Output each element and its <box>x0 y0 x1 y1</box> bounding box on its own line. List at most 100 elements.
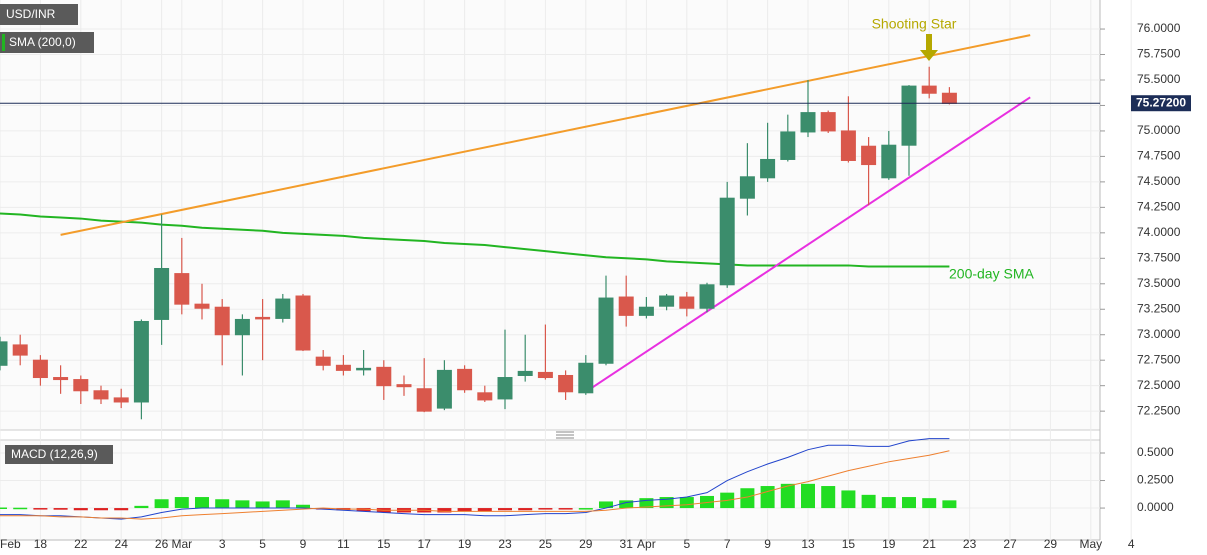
histogram-bar <box>780 483 795 509</box>
candle-body <box>477 392 493 401</box>
histogram-bar <box>498 508 512 511</box>
y-tick-label: 75.0000 <box>1137 123 1181 137</box>
y-tick-label: 0.5000 <box>1137 445 1174 459</box>
y-tick-label: 73.7500 <box>1137 250 1181 264</box>
histogram-bar <box>296 504 310 509</box>
y-tick-label: 72.5000 <box>1137 378 1181 392</box>
candle-body <box>93 390 109 400</box>
histogram-bar <box>174 497 189 509</box>
x-tick-label: 7 <box>724 537 731 551</box>
candle-body <box>739 176 755 199</box>
histogram-bar <box>639 498 654 509</box>
annotation: 200-day SMA <box>949 266 1034 282</box>
candle-body <box>840 130 856 161</box>
histogram-bar <box>902 497 916 509</box>
y-tick-label: 73.0000 <box>1137 327 1181 341</box>
candle-body <box>638 306 654 316</box>
candle-body <box>679 296 695 309</box>
candle-body <box>174 273 190 305</box>
macd-line <box>0 450 950 520</box>
candle-body <box>0 341 8 366</box>
y-tick-label: 74.5000 <box>1137 174 1181 188</box>
candle-body <box>901 85 917 146</box>
x-tick-label: May <box>1079 537 1102 551</box>
candle-body <box>32 359 48 379</box>
histogram-bar <box>477 508 492 512</box>
histogram-bar <box>0 507 7 510</box>
y-tick-label: 75.7500 <box>1137 47 1181 61</box>
x-tick-label: 27 <box>1003 537 1017 551</box>
histogram-bar <box>235 500 250 509</box>
histogram-bar <box>114 508 129 511</box>
x-tick-label: 26 <box>155 537 169 551</box>
grid <box>0 0 1132 540</box>
x-tick-label: 23 <box>498 537 512 551</box>
y-tick-label: 74.0000 <box>1137 225 1181 239</box>
x-tick-label: 24 <box>115 537 129 551</box>
candle-body <box>315 356 331 366</box>
y-tick-label: 0.2500 <box>1137 473 1174 487</box>
candle-body <box>416 388 432 412</box>
histogram-bar <box>558 508 573 510</box>
histogram-bar <box>619 500 634 509</box>
x-tick-label: Mar <box>171 537 192 551</box>
price-panel <box>0 0 1100 430</box>
candle-body <box>154 267 170 320</box>
candle-body <box>760 158 776 179</box>
candle-body <box>537 371 553 379</box>
histogram-bar <box>195 497 209 509</box>
y-tick-label: 74.2500 <box>1137 200 1181 214</box>
histogram-bar <box>599 501 613 509</box>
histogram-bar <box>578 508 593 510</box>
histogram-bar <box>13 507 28 510</box>
candle-body <box>356 367 372 371</box>
y-tick-label: 74.7500 <box>1137 149 1181 163</box>
x-tick-label: 3 <box>219 537 226 551</box>
candle-body <box>214 306 230 336</box>
symbol-label: USD/INR <box>6 7 56 21</box>
legend-label[interactable]: SMA (200,0) <box>9 35 76 49</box>
histogram-bar <box>841 490 856 509</box>
x-tick-label: 18 <box>34 537 48 551</box>
histogram-bar <box>275 500 290 509</box>
candle-body <box>618 296 634 316</box>
candle-body <box>881 144 897 179</box>
x-tick-label: 5 <box>683 537 690 551</box>
last-price-label: 75.27200 <box>1136 95 1186 109</box>
x-tick-label: 19 <box>882 537 896 551</box>
panel-grip[interactable] <box>556 431 574 439</box>
candle-body <box>335 364 351 371</box>
candle-body <box>275 298 291 319</box>
sma-line <box>0 212 950 268</box>
x-tick-label: 31 <box>620 537 634 551</box>
x-tick-label: 29 <box>579 537 593 551</box>
histogram-bar <box>154 499 169 509</box>
candle-body <box>699 284 715 309</box>
x-tick-label: Apr <box>637 537 656 551</box>
x-tick-label: 15 <box>377 537 391 551</box>
x-tick-label: 19 <box>458 537 472 551</box>
x-tick-label: 25 <box>539 537 553 551</box>
histogram-bar <box>437 508 452 513</box>
macd-panel <box>0 440 1100 540</box>
histogram-bar <box>881 497 896 509</box>
histogram-bar <box>861 494 876 509</box>
candle-body <box>396 384 412 388</box>
x-tick-label: 11 <box>337 537 350 551</box>
histogram-bar <box>760 486 775 509</box>
histogram-bar <box>73 508 88 511</box>
x-tick-label: 15 <box>842 537 856 551</box>
candle-body <box>133 320 149 403</box>
histogram-bar <box>356 508 371 512</box>
histogram-bar <box>94 508 108 511</box>
x-tick-label: Feb <box>0 537 21 551</box>
candle-body <box>558 374 574 393</box>
candle-body <box>861 145 877 166</box>
histogram-bar <box>922 498 937 509</box>
legend-swatch <box>2 34 5 51</box>
histogram-bar <box>53 508 68 510</box>
histogram-bar <box>801 483 815 509</box>
x-tick-label: 23 <box>963 537 977 551</box>
histogram-bar <box>457 508 472 512</box>
